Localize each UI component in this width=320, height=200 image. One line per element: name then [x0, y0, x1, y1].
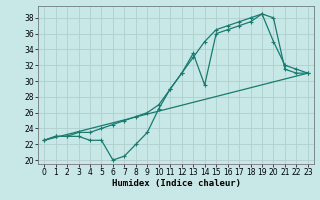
X-axis label: Humidex (Indice chaleur): Humidex (Indice chaleur) — [111, 179, 241, 188]
